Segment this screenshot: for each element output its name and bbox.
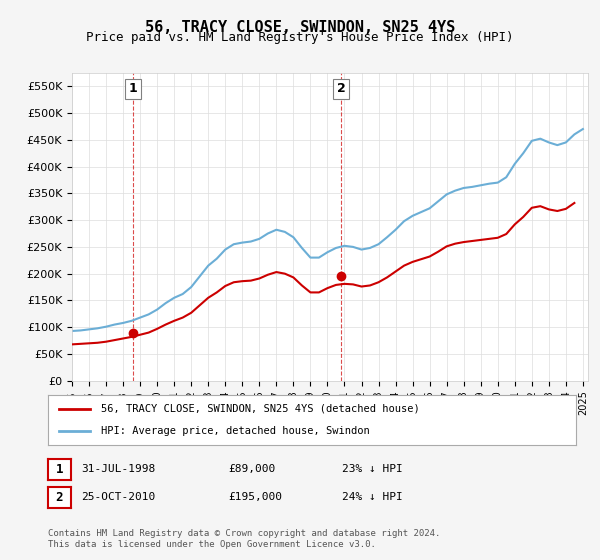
Text: Price paid vs. HM Land Registry's House Price Index (HPI): Price paid vs. HM Land Registry's House …	[86, 31, 514, 44]
Text: HPI: Average price, detached house, Swindon: HPI: Average price, detached house, Swin…	[101, 426, 370, 436]
Text: 25-OCT-2010: 25-OCT-2010	[81, 492, 155, 502]
Text: 31-JUL-1998: 31-JUL-1998	[81, 464, 155, 474]
Text: 2: 2	[56, 491, 63, 504]
Text: 56, TRACY CLOSE, SWINDON, SN25 4YS (detached house): 56, TRACY CLOSE, SWINDON, SN25 4YS (deta…	[101, 404, 419, 414]
Text: 1: 1	[56, 463, 63, 476]
Text: 24% ↓ HPI: 24% ↓ HPI	[342, 492, 403, 502]
Text: 56, TRACY CLOSE, SWINDON, SN25 4YS: 56, TRACY CLOSE, SWINDON, SN25 4YS	[145, 20, 455, 35]
Text: 23% ↓ HPI: 23% ↓ HPI	[342, 464, 403, 474]
Text: 1: 1	[128, 82, 137, 95]
Text: 2: 2	[337, 82, 346, 95]
Text: Contains HM Land Registry data © Crown copyright and database right 2024.
This d: Contains HM Land Registry data © Crown c…	[48, 529, 440, 549]
Text: £89,000: £89,000	[228, 464, 275, 474]
Text: £195,000: £195,000	[228, 492, 282, 502]
